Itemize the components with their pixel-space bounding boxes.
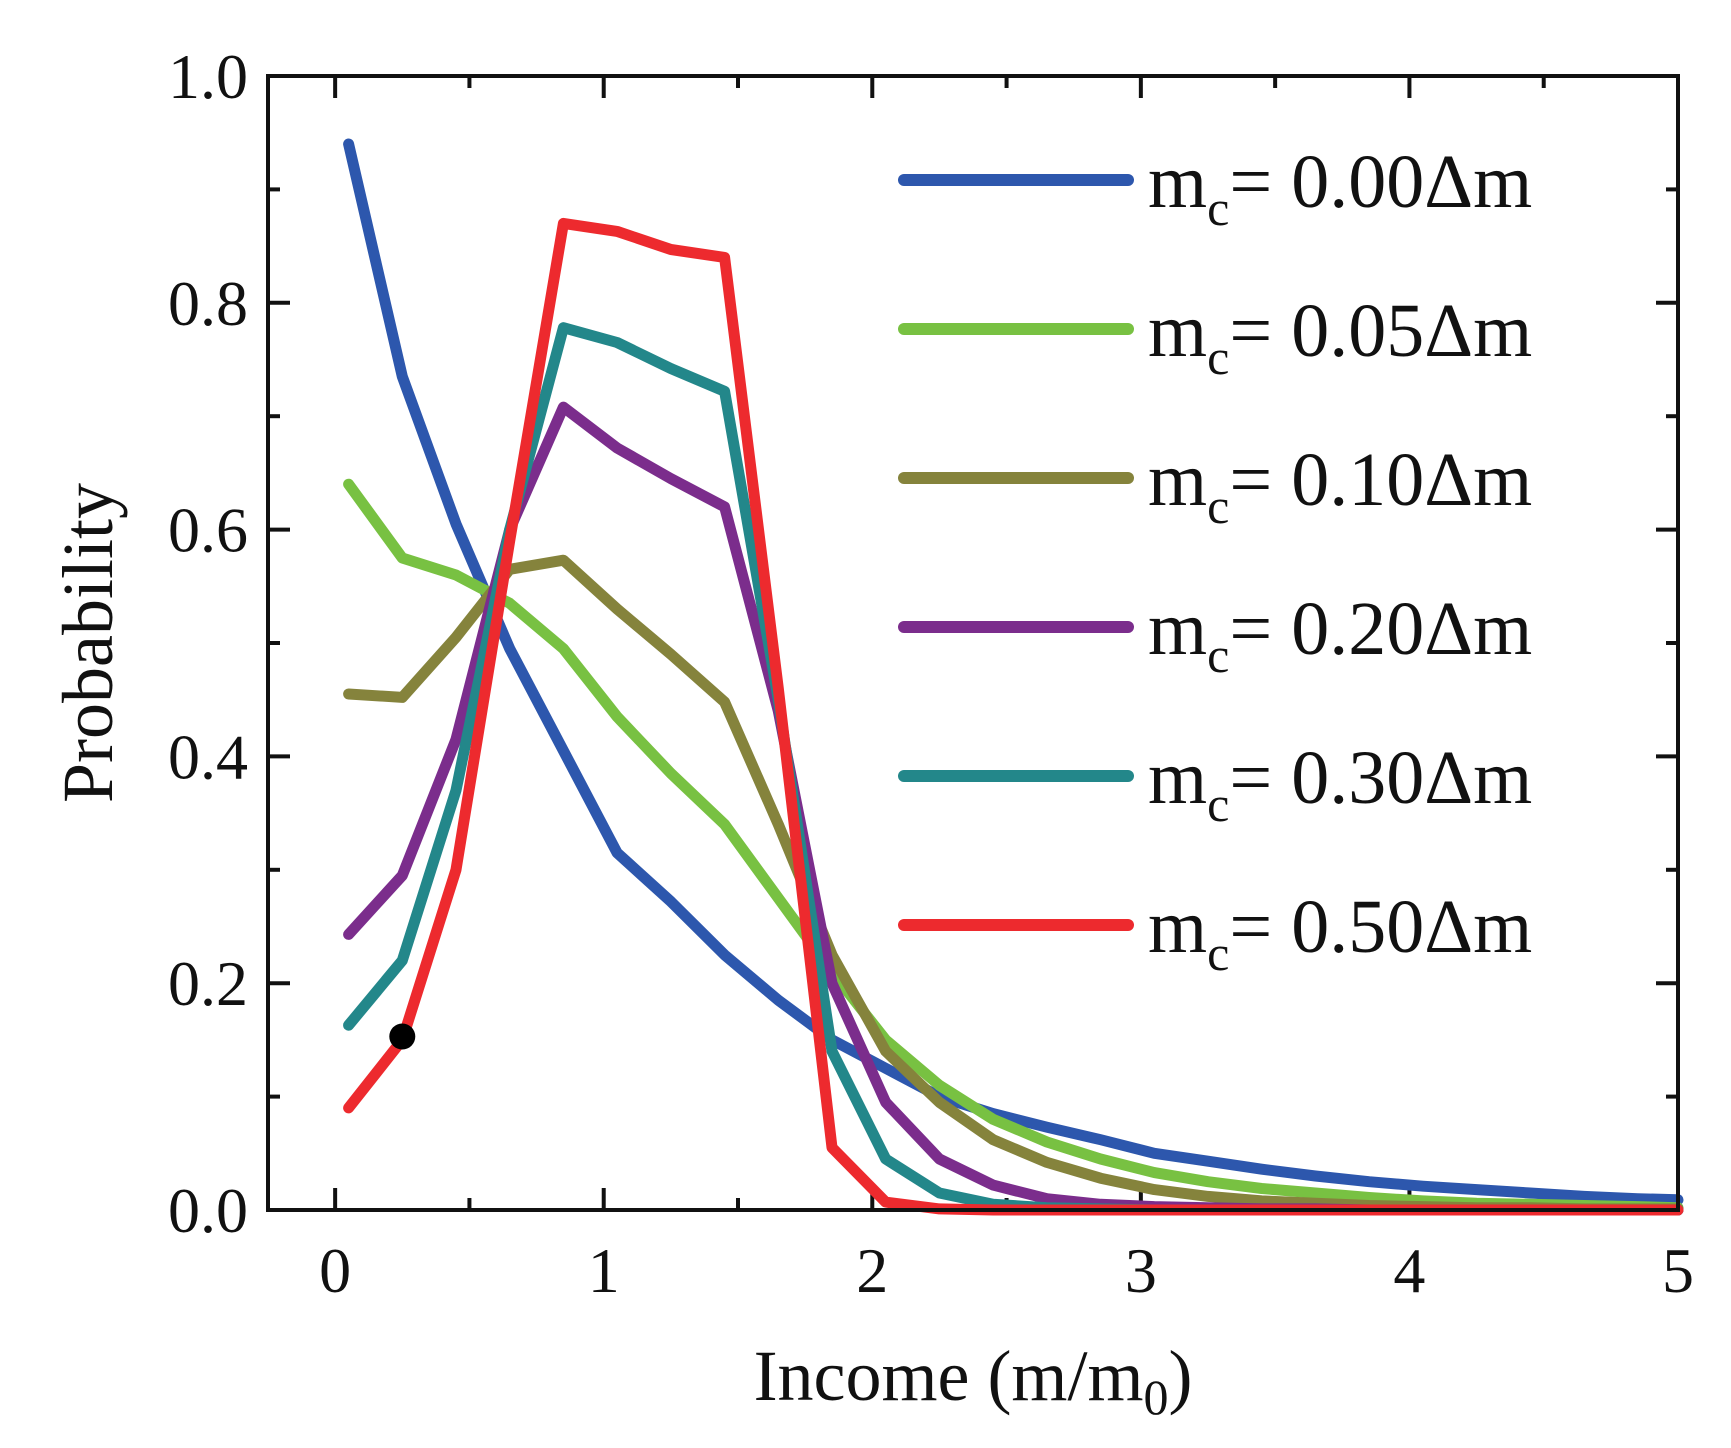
- series-line-0: [343, 138, 1684, 1206]
- legend-label-4: mc= 0.30Δm: [1148, 736, 1532, 832]
- legend-label-2: mc= 0.10Δm: [1148, 438, 1532, 534]
- legend-label-1: mc= 0.05Δm: [1148, 289, 1532, 385]
- legend-label-subscript: c: [1207, 329, 1229, 385]
- y-axis-title: Probability: [48, 483, 128, 803]
- y-tick-label: 0.0: [168, 1175, 248, 1246]
- legend-label-text: = 0.00Δm: [1229, 140, 1532, 224]
- legend-label-text: = 0.10Δm: [1229, 438, 1532, 522]
- legend-label-subscript: c: [1207, 478, 1229, 534]
- y-tick-label: 0.6: [168, 495, 248, 566]
- x-tick-label: 3: [1125, 1235, 1157, 1306]
- x-tick-label: 4: [1393, 1235, 1425, 1306]
- legend-label-3: mc= 0.20Δm: [1148, 587, 1532, 683]
- plot-frame: [266, 74, 1680, 1212]
- legend-label-subscript: c: [1207, 180, 1229, 236]
- y-tick-label: 0.4: [168, 721, 248, 792]
- tick-labels: 0 1 2 3 4 5 0.0 0.2 0.4 0.6 0.8 1.0: [168, 41, 1694, 1306]
- x-tick-label: 0: [319, 1235, 351, 1306]
- x-tick-label: 2: [856, 1235, 888, 1306]
- x-tick-label: 5: [1662, 1235, 1694, 1306]
- x-tick-label: 1: [588, 1235, 620, 1306]
- legend-label-text: = 0.50Δm: [1229, 885, 1532, 969]
- legend-label-text: = 0.05Δm: [1229, 289, 1532, 373]
- legend-label-subscript: c: [1207, 925, 1229, 981]
- marker-layer: [389, 1023, 416, 1050]
- x-axis-title: Income (m/m0): [754, 1336, 1193, 1425]
- y-tick-label: 0.8: [168, 268, 248, 339]
- legend: mc= 0.00Δm mc= 0.05Δm mc= 0.10Δm mc= 0.20Δm…: [898, 140, 1532, 981]
- legend-label-5: mc= 0.50Δm: [1148, 885, 1532, 981]
- y-tick-label: 1.0: [168, 41, 248, 112]
- legend-label-subscript: c: [1207, 627, 1229, 683]
- legend-label-0: mc= 0.00Δm: [1148, 140, 1532, 236]
- x-axis-title-subscript: 0: [1143, 1369, 1168, 1425]
- x-axis-title-close: ): [1168, 1336, 1192, 1416]
- legend-label-text: = 0.30Δm: [1229, 736, 1532, 820]
- legend-label-text: = 0.20Δm: [1229, 587, 1532, 671]
- data-point-marker: [389, 1023, 416, 1050]
- legend-label-subscript: c: [1207, 776, 1229, 832]
- y-tick-label: 0.2: [168, 948, 248, 1019]
